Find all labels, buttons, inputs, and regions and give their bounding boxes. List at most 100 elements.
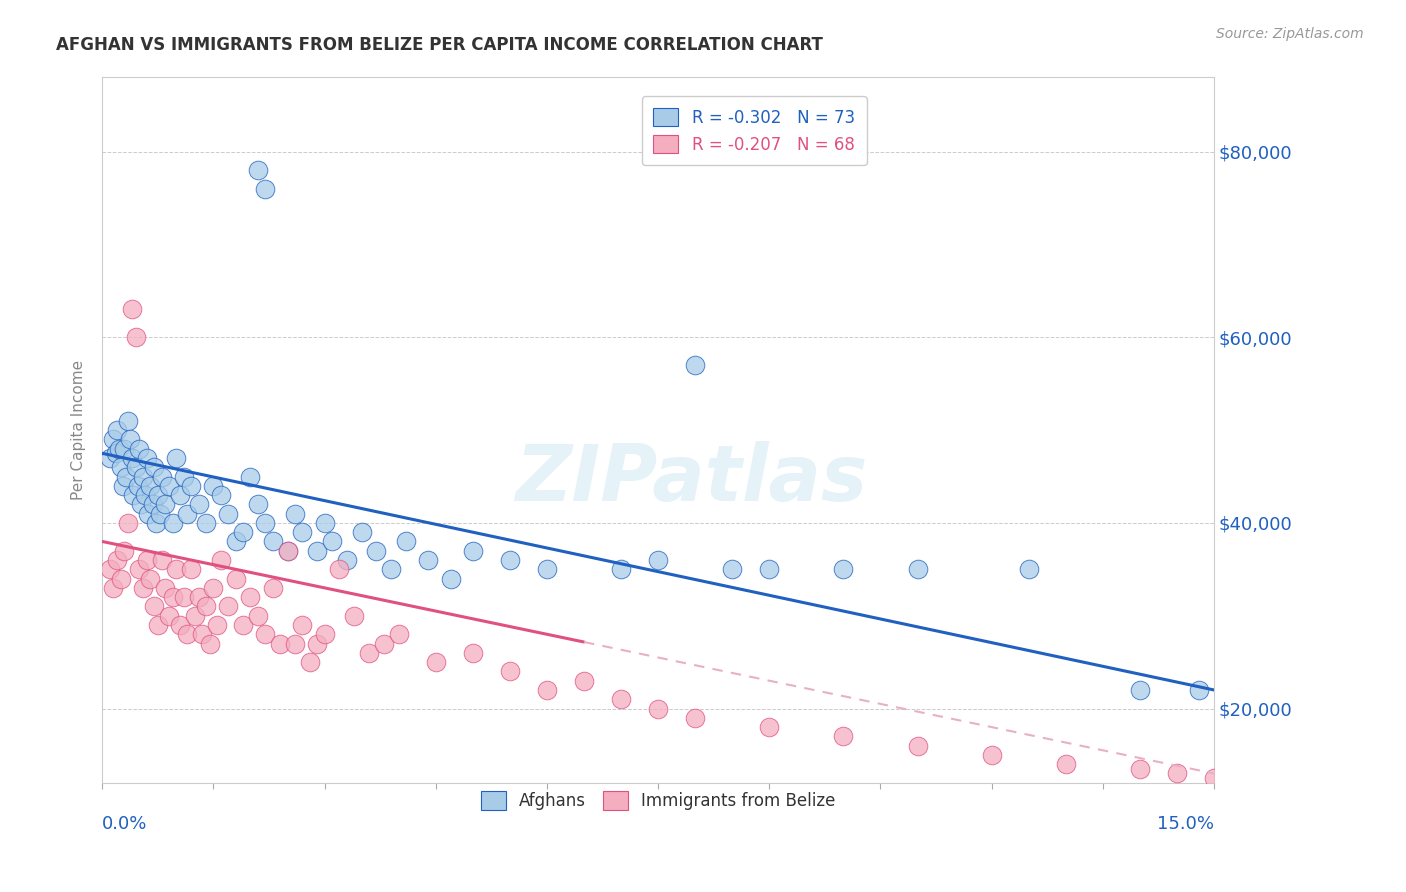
Point <box>321 534 343 549</box>
Point <box>380 562 402 576</box>
Point <box>132 469 155 483</box>
Point <box>150 469 173 483</box>
Point <box>127 479 149 493</box>
Point <box>146 618 169 632</box>
Point <box>461 543 484 558</box>
Point <box>128 562 150 576</box>
Point <box>155 581 177 595</box>
Point <box>120 433 142 447</box>
Point <box>499 553 522 567</box>
Point <box>246 163 269 178</box>
Point <box>610 692 633 706</box>
Point <box>683 358 706 372</box>
Point <box>1129 683 1152 698</box>
Point <box>194 516 217 530</box>
Point <box>832 562 855 576</box>
Point <box>239 469 262 483</box>
Point <box>110 572 132 586</box>
Point <box>758 562 780 576</box>
Point <box>114 543 136 558</box>
Point <box>117 414 139 428</box>
Point <box>262 534 284 549</box>
Point <box>187 497 209 511</box>
Point <box>165 450 187 465</box>
Point <box>173 469 195 483</box>
Point <box>758 720 780 734</box>
Point <box>114 442 136 456</box>
Point <box>832 730 855 744</box>
Point <box>536 562 558 576</box>
Point <box>202 479 225 493</box>
Point <box>647 701 669 715</box>
Point <box>246 497 269 511</box>
Point <box>122 488 145 502</box>
Point <box>276 543 298 558</box>
Point <box>425 655 447 669</box>
Point <box>143 599 166 614</box>
Point <box>1188 683 1211 698</box>
Point <box>121 450 143 465</box>
Point <box>155 497 177 511</box>
Point <box>298 655 321 669</box>
Point <box>103 433 125 447</box>
Point <box>439 572 461 586</box>
Point <box>461 646 484 660</box>
Point <box>239 590 262 604</box>
Point <box>165 562 187 576</box>
Y-axis label: Per Capita Income: Per Capita Income <box>72 360 86 500</box>
Point <box>1277 780 1299 795</box>
Point <box>134 488 156 502</box>
Point <box>202 581 225 595</box>
Point <box>395 534 418 549</box>
Point <box>209 488 232 502</box>
Point <box>217 599 239 614</box>
Point <box>336 553 359 567</box>
Point <box>157 479 180 493</box>
Point <box>180 562 202 576</box>
Text: 0.0%: 0.0% <box>103 815 148 833</box>
Point <box>269 636 291 650</box>
Point <box>284 636 307 650</box>
Point <box>276 543 298 558</box>
Point <box>366 543 388 558</box>
Point <box>683 711 706 725</box>
Point <box>98 562 121 576</box>
Point <box>314 627 336 641</box>
Point <box>129 497 152 511</box>
Point <box>418 553 440 567</box>
Point <box>307 543 329 558</box>
Point <box>139 572 162 586</box>
Point <box>205 618 228 632</box>
Point <box>373 636 395 650</box>
Point <box>187 590 209 604</box>
Legend: Afghans, Immigrants from Belize: Afghans, Immigrants from Belize <box>474 785 842 817</box>
Point <box>149 507 172 521</box>
Point <box>135 450 157 465</box>
Point <box>180 479 202 493</box>
Point <box>157 608 180 623</box>
Point <box>124 460 146 475</box>
Point <box>907 739 929 753</box>
Point <box>225 534 247 549</box>
Point <box>162 590 184 604</box>
Point <box>1166 766 1188 780</box>
Point <box>225 572 247 586</box>
Point <box>254 627 277 641</box>
Point <box>291 618 314 632</box>
Point <box>110 460 132 475</box>
Point <box>105 553 128 567</box>
Point <box>262 581 284 595</box>
Point <box>146 488 169 502</box>
Point <box>1202 771 1225 785</box>
Point <box>314 516 336 530</box>
Point <box>232 618 254 632</box>
Point <box>105 423 128 437</box>
Point <box>104 446 127 460</box>
Point <box>350 525 373 540</box>
Point <box>115 469 138 483</box>
Point <box>194 599 217 614</box>
Point <box>150 553 173 567</box>
Point <box>232 525 254 540</box>
Text: 15.0%: 15.0% <box>1157 815 1213 833</box>
Point <box>907 562 929 576</box>
